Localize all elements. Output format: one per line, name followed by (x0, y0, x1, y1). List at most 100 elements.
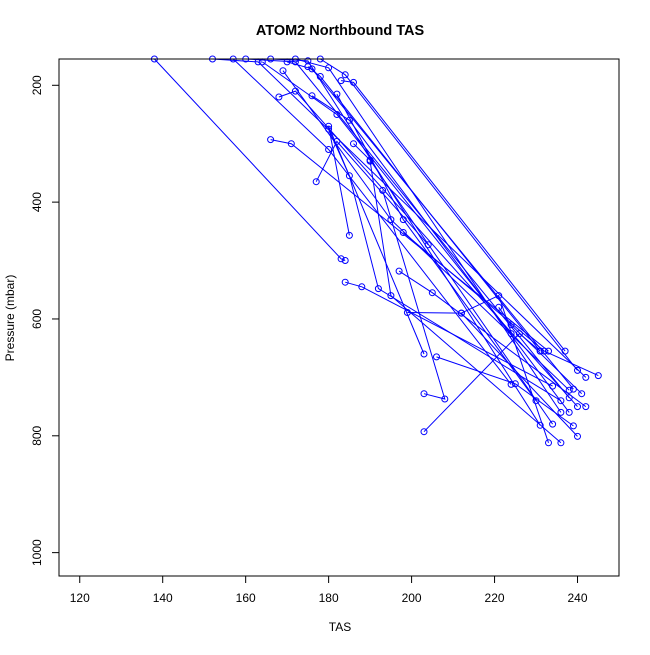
data-point (594, 372, 602, 380)
data-point (308, 65, 316, 73)
data-point (345, 172, 353, 180)
y-tick-label: 800 (30, 425, 44, 445)
series-line (328, 126, 425, 355)
data-point (275, 93, 283, 101)
data-point (395, 267, 403, 275)
data-point (420, 390, 428, 398)
data-point (545, 439, 552, 447)
series-line (307, 66, 541, 352)
data-point (312, 178, 320, 186)
data-point (549, 420, 557, 428)
data-point (532, 397, 540, 405)
data-point (341, 257, 349, 264)
data-point (574, 366, 581, 374)
data-point (582, 373, 590, 381)
data-point (565, 386, 573, 394)
series-layer (150, 55, 602, 447)
series-line (282, 70, 570, 391)
series-line (336, 93, 537, 401)
data-point (428, 289, 436, 297)
data-point (433, 353, 440, 361)
y-tick-label: 600 (30, 309, 44, 329)
series-line (286, 61, 574, 390)
y-tick-label: 400 (30, 192, 44, 212)
series-line (369, 161, 562, 444)
data-point (574, 432, 581, 440)
data-point (267, 136, 275, 144)
plot-frame (58, 58, 620, 577)
data-point (578, 390, 586, 398)
data-point (569, 385, 577, 393)
series-line (270, 58, 541, 426)
data-point (420, 350, 428, 358)
series-line (423, 332, 541, 433)
data-point (557, 439, 565, 447)
x-tick-label: 180 (319, 591, 339, 605)
x-axis-label: TAS (329, 620, 351, 634)
data-point (495, 292, 503, 300)
y-tick-label: 1000 (30, 539, 44, 566)
data-point (582, 403, 590, 411)
data-point (304, 57, 312, 65)
data-point (379, 186, 387, 194)
data-point (387, 292, 395, 300)
x-tick-label: 240 (568, 591, 588, 605)
data-point (399, 216, 407, 224)
series-line (212, 58, 587, 378)
data-point (341, 71, 349, 79)
series-line (328, 128, 562, 402)
series-line (315, 140, 429, 246)
data-point (345, 231, 353, 239)
data-point (565, 394, 573, 402)
series-line (262, 61, 512, 334)
data-point (333, 111, 341, 118)
data-point (557, 408, 565, 416)
x-tick-label: 160 (236, 591, 256, 605)
data-point (399, 229, 407, 236)
series-line (345, 281, 553, 387)
data-point (574, 403, 581, 411)
data-point (387, 216, 395, 224)
data-point (358, 283, 366, 291)
series-line (402, 232, 599, 377)
series-line (295, 58, 562, 413)
data-point (565, 408, 573, 416)
data-point (536, 421, 544, 429)
data-point (569, 422, 577, 430)
data-point (403, 309, 411, 316)
x-tick-label: 140 (153, 591, 173, 605)
data-point (420, 428, 428, 436)
series-line (382, 190, 446, 400)
data-point (337, 77, 345, 85)
data-point (308, 92, 316, 100)
x-tick-label: 220 (485, 591, 505, 605)
data-point (337, 255, 345, 263)
data-point (507, 330, 515, 338)
y-tick-label: 200 (30, 75, 44, 95)
series-line (398, 270, 587, 408)
data-point (374, 285, 382, 293)
series-line (436, 356, 574, 427)
chart-title: ATOM2 Northbound TAS (256, 23, 425, 39)
x-tick-label: 200 (402, 591, 422, 605)
data-point (341, 278, 349, 286)
data-point (441, 395, 449, 403)
data-point (350, 140, 357, 148)
series-line (353, 143, 554, 425)
data-point (457, 309, 465, 317)
y-axis-label: Pressure (mbar) (3, 275, 17, 362)
data-point (279, 67, 287, 75)
data-point (325, 146, 333, 153)
data-point (333, 90, 341, 98)
x-tick-label: 120 (70, 591, 90, 605)
data-point (287, 140, 295, 148)
series-line (232, 58, 512, 385)
data-point (557, 397, 565, 405)
series-line (320, 58, 578, 371)
data-point (507, 380, 515, 388)
series-line (341, 80, 566, 352)
data-point (507, 321, 515, 329)
series-line (278, 90, 578, 407)
